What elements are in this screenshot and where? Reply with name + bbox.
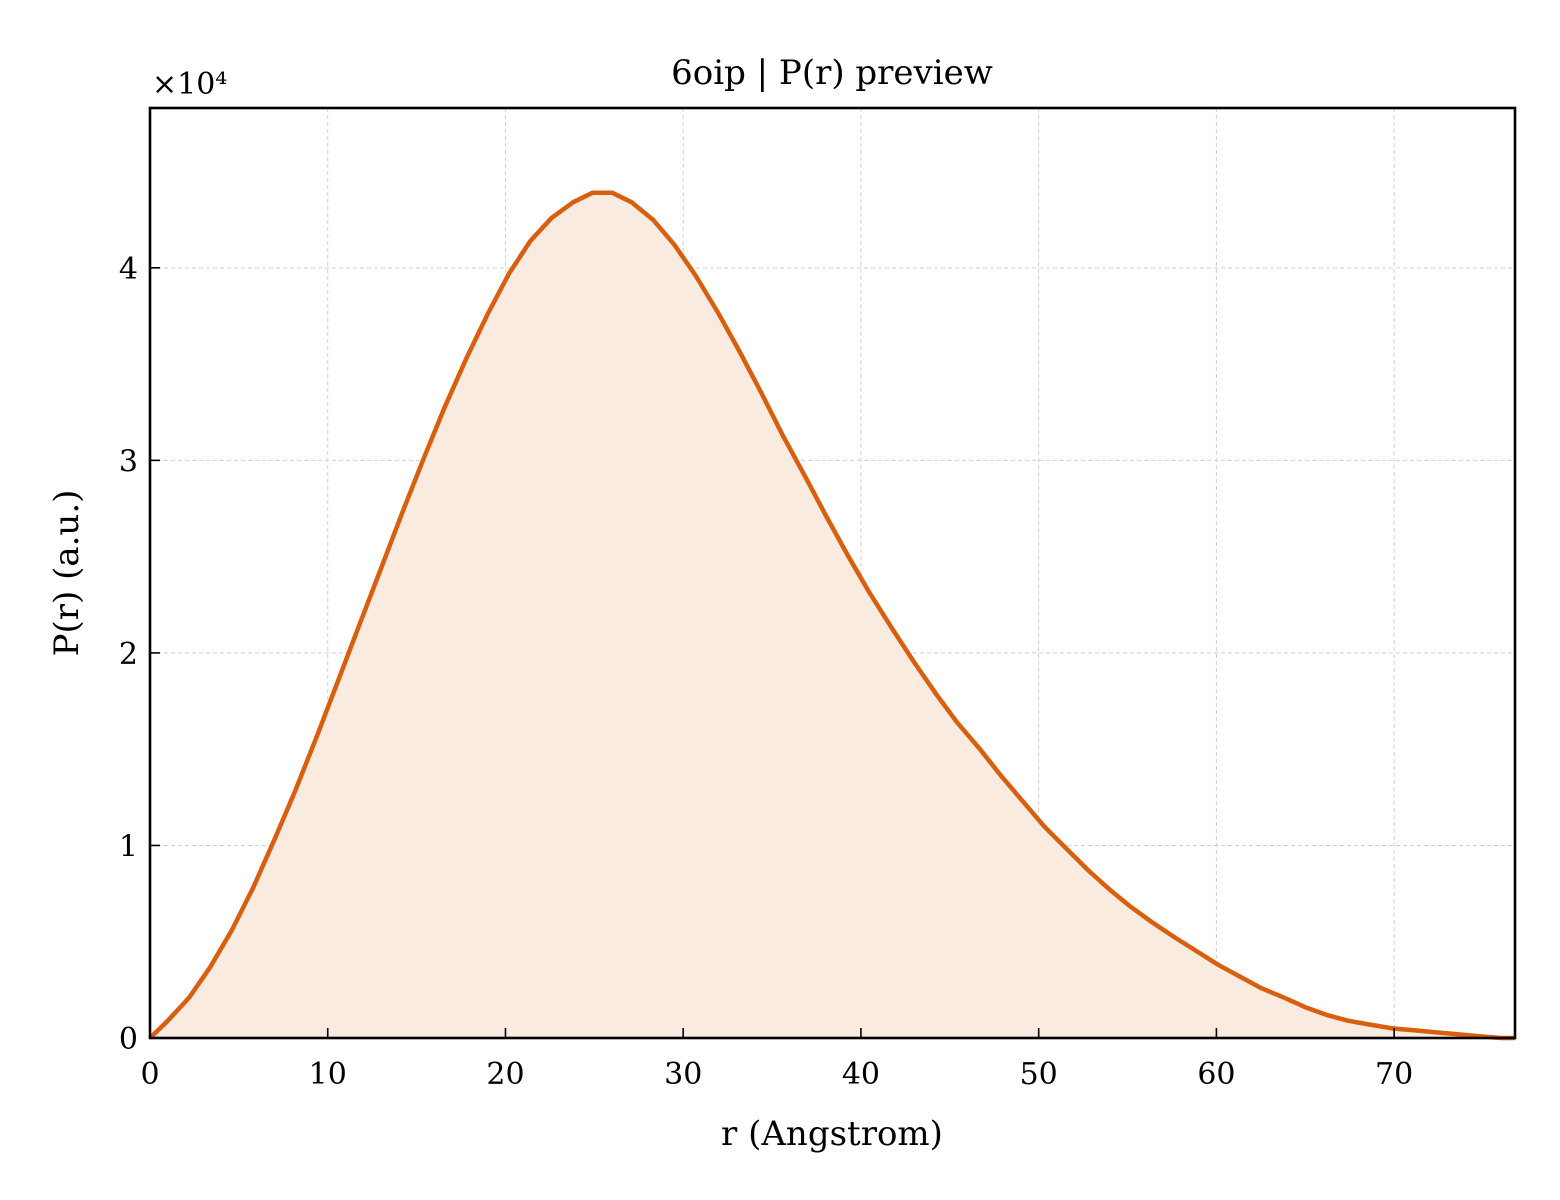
y-tick-label: 2: [119, 637, 138, 672]
plot-frame: [148, 106, 1517, 1040]
x-tick-label: 60: [1197, 1057, 1235, 1092]
x-tick-label: 10: [309, 1057, 347, 1092]
x-tick-label: 30: [664, 1057, 702, 1092]
x-axis-label: r (Angstrom): [721, 1114, 943, 1154]
x-tick-label: 50: [1020, 1057, 1058, 1092]
x-tick-label: 70: [1375, 1057, 1413, 1092]
axis-ticks: 0 10 20 30 40 50 60 70 0 1 2 3 4: [119, 252, 1413, 1092]
x-tick-label: 20: [486, 1057, 524, 1092]
y-offset-label: ×10⁴: [152, 67, 227, 102]
y-tick-label: 4: [119, 252, 138, 287]
y-tick-label: 3: [119, 444, 138, 479]
x-tick-label: 0: [140, 1057, 159, 1092]
y-tick-label: 1: [119, 829, 138, 864]
plot-area: [148, 190, 1515, 1041]
y-axis-label: P(r) (a.u.): [47, 490, 87, 657]
x-tick-label: 40: [842, 1057, 880, 1092]
chart-title: 6oip | P(r) preview: [671, 53, 993, 93]
pr-curve-line: [148, 190, 1515, 1041]
y-tick-label: 0: [119, 1022, 138, 1057]
pr-area-fill: [150, 192, 1515, 1038]
